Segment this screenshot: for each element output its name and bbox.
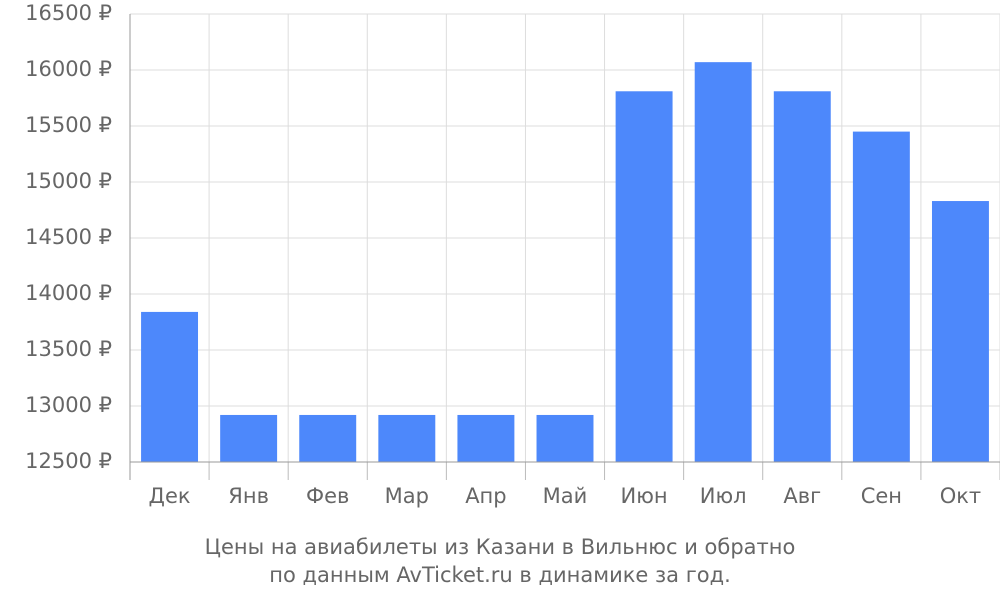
y-tick-label: 12500 ₽ — [25, 449, 112, 473]
bar — [220, 414, 278, 462]
x-tick-label: Фев — [306, 484, 349, 508]
y-tick-label: 16000 ₽ — [25, 57, 112, 81]
y-tick-label: 14000 ₽ — [25, 281, 112, 305]
bar — [615, 91, 673, 462]
bar — [773, 91, 831, 462]
bar — [457, 414, 515, 462]
bar — [536, 414, 594, 462]
x-tick-label: Июн — [621, 484, 668, 508]
y-tick-label: 15500 ₽ — [25, 113, 112, 137]
bar — [141, 311, 199, 462]
bar — [299, 414, 357, 462]
y-tick-label: 15000 ₽ — [25, 169, 112, 193]
x-tick-label: Май — [543, 484, 588, 508]
x-tick-label: Дек — [149, 484, 191, 508]
y-tick-label: 14500 ₽ — [25, 225, 112, 249]
x-tick-label: Июл — [700, 484, 747, 508]
x-tick-label: Авг — [783, 484, 821, 508]
y-tick-label: 13000 ₽ — [25, 393, 112, 417]
x-tick-label: Апр — [465, 484, 506, 508]
bar — [694, 62, 752, 462]
chart-title: по данным AvTicket.ru в динамике за год. — [269, 563, 731, 587]
x-tick-label: Окт — [940, 484, 981, 508]
x-tick-label: Мар — [385, 484, 429, 508]
bar — [378, 414, 436, 462]
y-tick-label: 13500 ₽ — [25, 337, 112, 361]
x-tick-label: Янв — [228, 484, 269, 508]
chart-title: Цены на авиабилеты из Казани в Вильнюс и… — [205, 535, 796, 559]
y-tick-label: 16500 ₽ — [25, 1, 112, 25]
bar — [931, 201, 989, 463]
x-tick-label: Сен — [861, 484, 902, 508]
bar — [852, 131, 910, 462]
